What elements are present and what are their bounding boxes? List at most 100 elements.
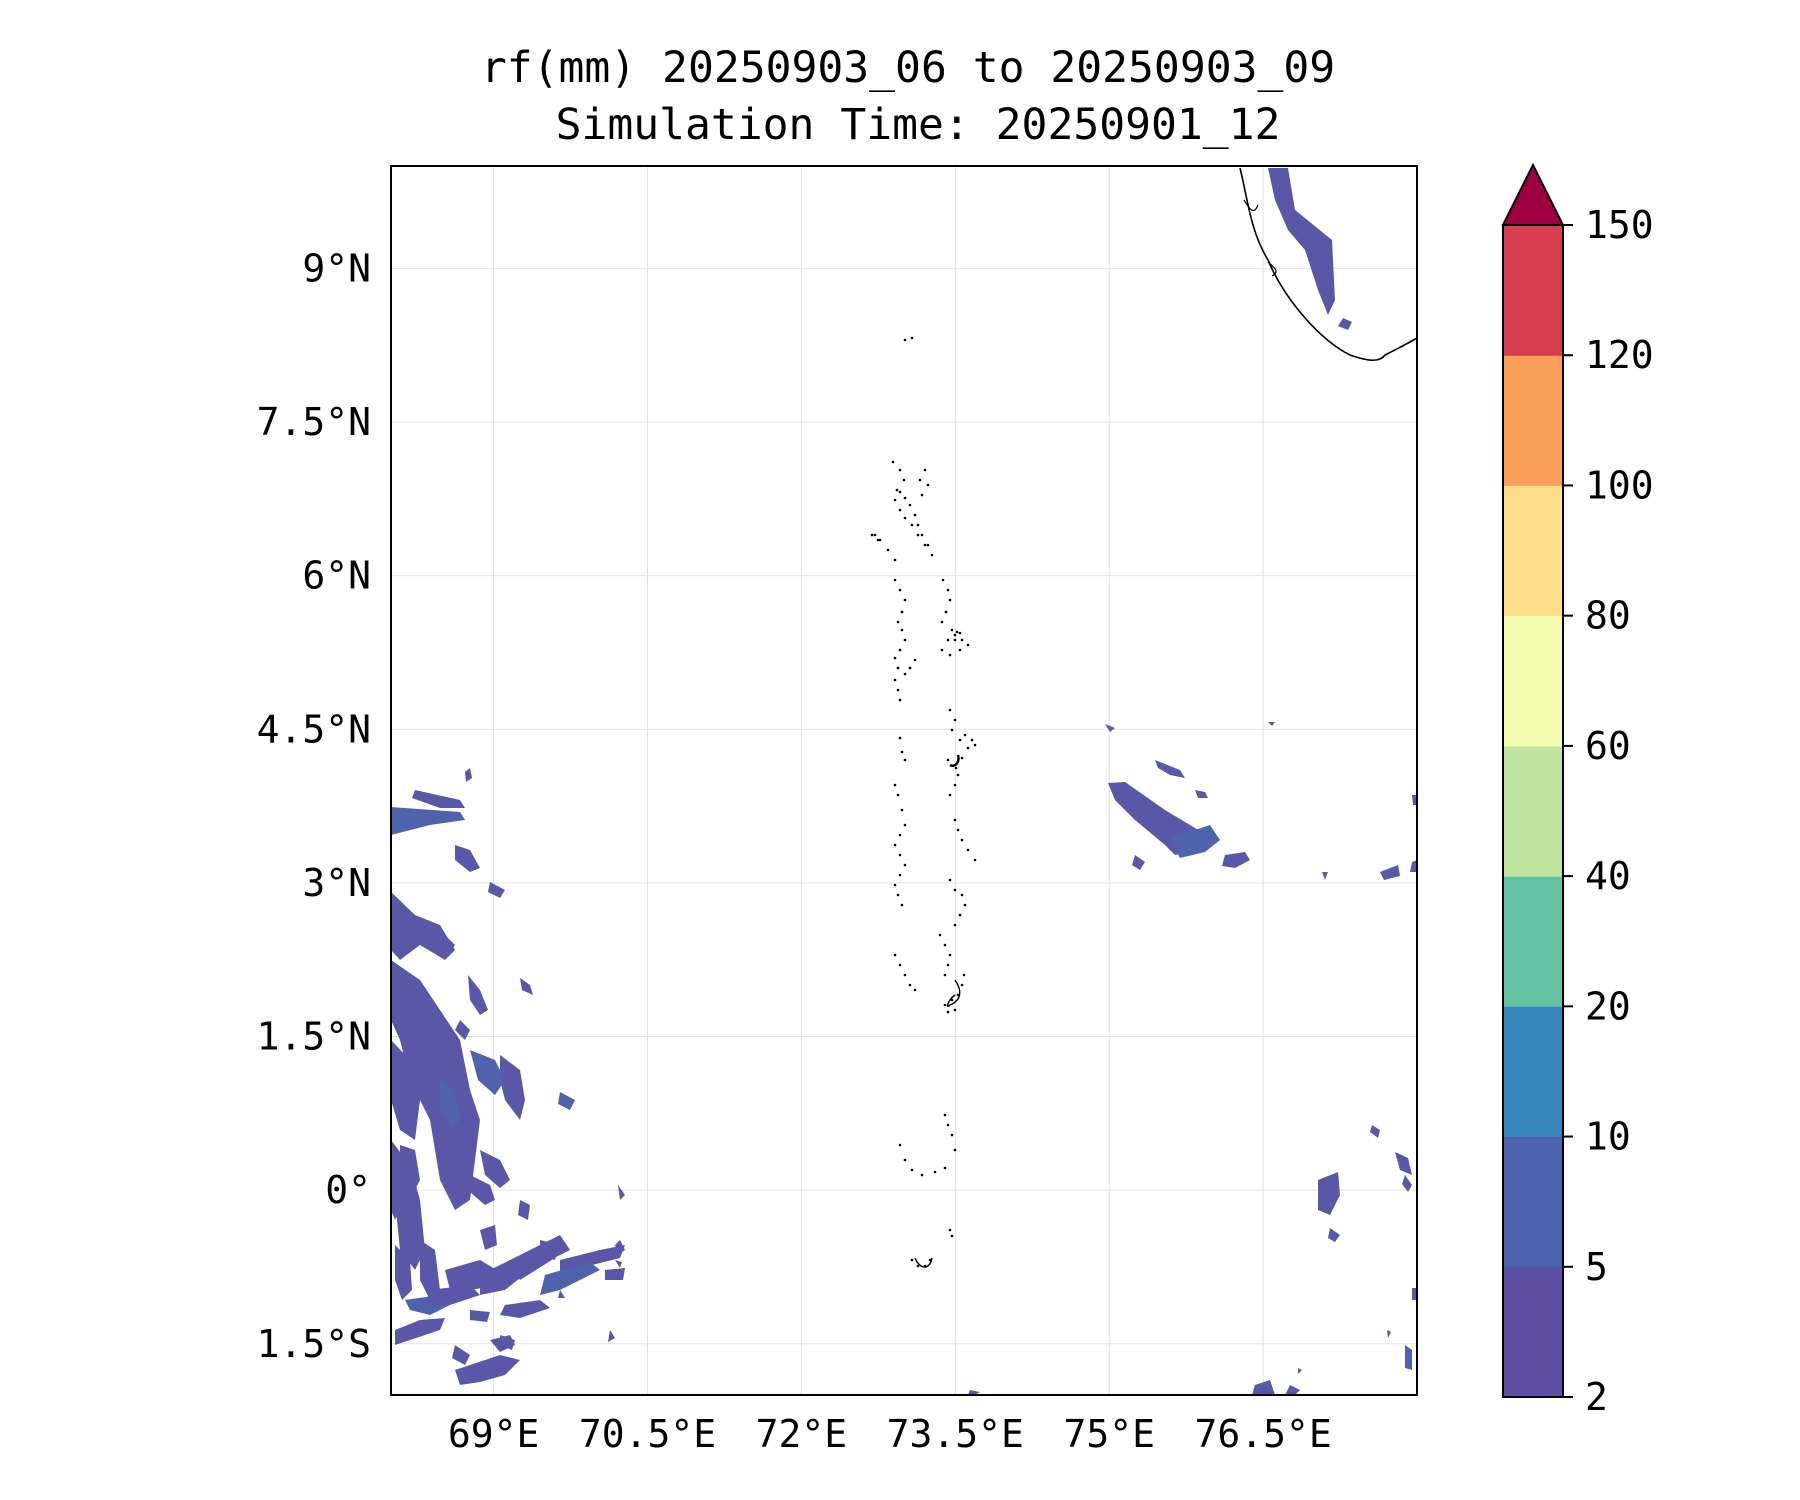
atoll-island (948, 653, 952, 657)
rain-cell (1105, 724, 1115, 732)
atoll-island (953, 638, 957, 642)
title-line-2: Simulation Time: 20250901_12 (556, 100, 1281, 150)
rain-cell (518, 1200, 530, 1220)
maldives-atolls (870, 336, 977, 1268)
backwater-coast (1267, 261, 1277, 277)
rain-cell (455, 845, 480, 872)
atoll-island (946, 638, 950, 642)
lat-tick-label: 0° (325, 1168, 371, 1212)
atoll-island (898, 833, 902, 837)
atoll-island (940, 648, 944, 652)
atoll-island (893, 498, 897, 502)
atoll-island (910, 1168, 914, 1172)
atoll-island (946, 758, 950, 762)
atoll-island (960, 983, 964, 987)
lat-tick-label: 7.5°N (257, 400, 371, 444)
atoll-island (910, 336, 914, 340)
atoll-island (896, 793, 900, 797)
atoll-island (955, 630, 959, 634)
atoll-island (953, 923, 957, 927)
colorbar-segment (1503, 745, 1563, 877)
colorbar-segment (1503, 485, 1563, 617)
atoll-island (910, 523, 914, 527)
atoll-island (943, 1166, 947, 1170)
atoll-island (916, 1264, 920, 1268)
atoll-island (903, 863, 907, 867)
atoll-island (950, 728, 954, 732)
rain-cell (438, 930, 455, 952)
atoll-island (898, 648, 902, 652)
lat-tick-label: 1.5°S (257, 1322, 371, 1366)
colorbar-tick-label: 20 (1585, 984, 1631, 1028)
atoll-island (960, 838, 964, 842)
lon-tick-label: 75°E (1063, 1412, 1155, 1456)
rain-cell (490, 1335, 515, 1352)
atoll-island (876, 538, 880, 542)
rain-cell (1318, 1172, 1340, 1215)
rain-cell (465, 768, 472, 782)
atoll-island (903, 638, 907, 642)
rain-cell (1395, 1152, 1412, 1175)
rain-cell (558, 1290, 565, 1298)
atoll-island (943, 1003, 947, 1007)
atoll-island (960, 638, 964, 642)
atoll-island (903, 758, 907, 762)
atoll-island (956, 828, 960, 832)
atoll-island (893, 678, 897, 682)
atoll-island (946, 963, 950, 967)
atoll-island (895, 488, 899, 492)
rain-cell (1412, 1288, 1417, 1300)
atoll-island (966, 643, 970, 647)
atoll-island (916, 533, 920, 537)
colorbar-segment (1503, 1266, 1563, 1398)
colorbar-frame (1502, 224, 1564, 1398)
atoll-island (900, 750, 904, 754)
rain-cell (470, 1050, 505, 1095)
atoll-island (870, 533, 874, 537)
rain-cell (1402, 1175, 1412, 1192)
atoll-island (893, 656, 897, 660)
atoll-island (898, 873, 902, 877)
atoll-island (923, 543, 927, 547)
atoll-island (966, 848, 970, 852)
rain-cell (618, 1185, 625, 1200)
colorbar-tick-label: 5 (1585, 1245, 1608, 1289)
atoll-island (953, 718, 957, 722)
atoll-island (920, 1173, 924, 1177)
southern-atoll-rim (914, 1257, 933, 1268)
gridlines (391, 166, 1417, 1395)
atoll-island (948, 708, 952, 712)
colorbar-segment (1503, 225, 1563, 356)
atoll-island (923, 468, 927, 472)
atoll-island (898, 1143, 902, 1147)
atoll-island (953, 1008, 957, 1012)
rain-cell (391, 1140, 425, 1270)
atoll-island (953, 818, 957, 822)
atoll-island (903, 598, 907, 602)
atoll-island (946, 1010, 950, 1014)
rain-cell (1380, 865, 1400, 880)
colorbar-tick-label: 60 (1585, 724, 1631, 768)
lon-tick-label: 72°E (756, 1412, 848, 1456)
atoll-island (913, 988, 917, 992)
atoll-island (873, 533, 877, 537)
colorbar-tick-label: 2 (1585, 1375, 1608, 1419)
lat-tick-label: 1.5°N (257, 1015, 371, 1059)
rain-cell (558, 1092, 575, 1110)
atoll-island (946, 588, 950, 592)
atoll-island (958, 738, 962, 742)
atoll-island (903, 672, 907, 676)
atoll-island (928, 1258, 932, 1262)
colorbar-tick-label: 80 (1585, 594, 1631, 638)
rain-cell (452, 1345, 470, 1365)
atoll-island (900, 903, 904, 907)
atoll-island (896, 620, 900, 624)
india-coastline (1239, 167, 1418, 362)
rain-cell (395, 1318, 445, 1345)
atoll-island (898, 468, 902, 472)
rain-cell (1285, 1385, 1300, 1395)
atoll-island (950, 628, 954, 632)
atoll-island (948, 953, 952, 957)
atoll-island (908, 983, 912, 987)
rain-cell (968, 1390, 980, 1395)
